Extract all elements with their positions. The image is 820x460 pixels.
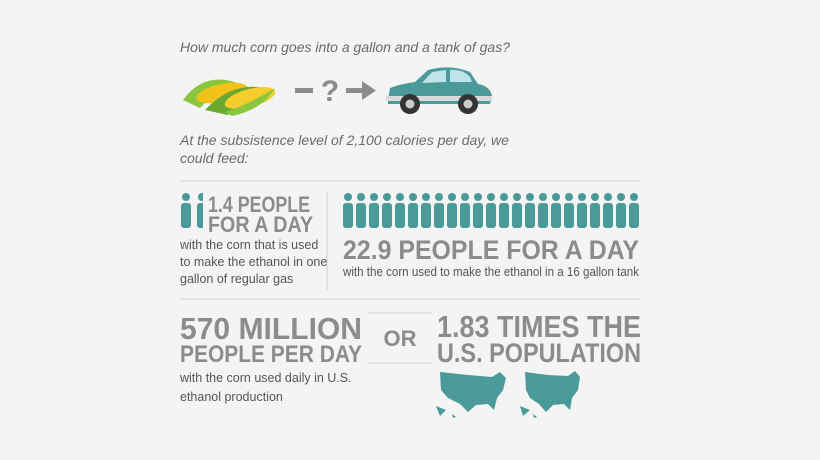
- or-separator: OR: [384, 326, 417, 351]
- stat-headline: PEOPLE PER DAY: [180, 341, 362, 368]
- arrow-connector: [295, 81, 376, 100]
- person-icon: [421, 193, 431, 228]
- person-icon: [343, 193, 353, 228]
- person-icon: [369, 193, 379, 228]
- corn-icon: [183, 79, 276, 116]
- person-icon: [629, 193, 639, 228]
- stat-caption: with the corn that is used: [179, 238, 318, 252]
- people-icons: [181, 193, 203, 228]
- person-icon: [564, 193, 574, 228]
- stat-headline: 1.83 TIMES THE: [437, 309, 641, 344]
- question: How much corn goes into a gallon and a t…: [180, 39, 510, 55]
- person-icon: [356, 193, 366, 228]
- intro-line: At the subsistence level of 2,100 calori…: [179, 132, 509, 148]
- person-icon: [395, 193, 405, 228]
- stat-headline: FOR A DAY: [208, 212, 313, 237]
- stat-headline: 22.9 PEOPLE FOR A DAY: [343, 235, 639, 265]
- person-icon: [616, 193, 626, 228]
- person-icon: [512, 193, 522, 228]
- car-icon: [386, 67, 492, 114]
- stat-caption: to make the ethanol in one: [180, 255, 327, 269]
- person-icon: [197, 193, 203, 228]
- stat-headline: U.S. POPULATION: [437, 338, 641, 368]
- us-map: [520, 371, 580, 418]
- stat-headline: 1.4 PEOPLE: [208, 192, 310, 217]
- intro-line: could feed:: [180, 150, 249, 166]
- stat-caption: ethanol production: [180, 390, 283, 404]
- stat-caption: with the corn used to make the ethanol i…: [342, 265, 640, 279]
- person-icon: [551, 193, 561, 228]
- person-icon: [447, 193, 457, 228]
- person-icon: [603, 193, 613, 228]
- question-mark: ?: [321, 75, 339, 108]
- person-icon: [499, 193, 509, 228]
- person-icon: [473, 193, 483, 228]
- person-icon: [382, 193, 392, 228]
- people-icons: [343, 193, 639, 228]
- stat-caption: gallon of regular gas: [180, 272, 293, 286]
- stat-caption: with the corn used daily in U.S.: [179, 371, 352, 385]
- stat-headline: 570 MILLION: [180, 311, 362, 346]
- person-icon: [590, 193, 600, 228]
- us-map: [436, 372, 506, 418]
- person-icon: [181, 193, 191, 228]
- person-icon: [577, 193, 587, 228]
- person-icon: [460, 193, 470, 228]
- person-icon: [408, 193, 418, 228]
- person-icon: [525, 193, 535, 228]
- person-icon: [434, 193, 444, 228]
- person-icon: [538, 193, 548, 228]
- person-icon: [486, 193, 496, 228]
